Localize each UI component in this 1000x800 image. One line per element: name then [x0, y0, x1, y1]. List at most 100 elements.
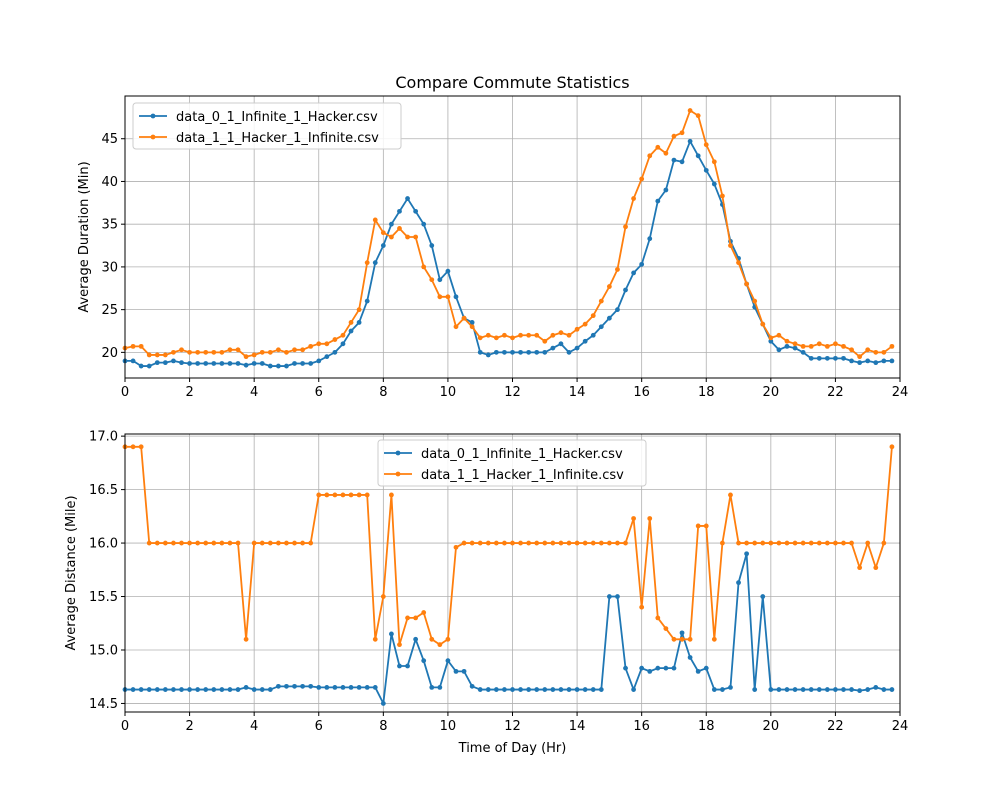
data-point [493, 335, 499, 341]
data-point [784, 687, 790, 692]
data-point [324, 354, 330, 360]
data-point [348, 685, 354, 690]
x-tick-label: 8 [379, 385, 387, 400]
data-point [146, 352, 152, 358]
y-tick-label: 16.0 [89, 537, 118, 552]
data-point [671, 133, 677, 139]
data-point [792, 540, 798, 546]
data-point [243, 685, 249, 690]
x-tick-label: 12 [504, 385, 521, 400]
data-point [243, 636, 249, 642]
data-point [703, 523, 709, 529]
data-point [647, 516, 653, 521]
data-point [623, 665, 628, 671]
x-tick-label: 14 [569, 385, 586, 400]
x-tick-label: 20 [763, 385, 780, 400]
x-axis-label: Time of Day (Hr) [458, 741, 567, 756]
data-point [372, 260, 378, 266]
x-tick-label: 6 [315, 385, 323, 400]
data-point [598, 540, 604, 546]
x-tick-label: 16 [633, 719, 650, 734]
data-point [606, 540, 612, 546]
y-tick-label: 14.5 [89, 697, 118, 712]
data-point [776, 540, 782, 546]
data-point [728, 685, 733, 690]
x-tick-label: 24 [892, 719, 909, 734]
data-point [526, 687, 532, 692]
data-point [292, 361, 297, 366]
data-point [752, 298, 758, 304]
data-point [518, 540, 523, 546]
data-point [316, 341, 322, 347]
data-point [881, 540, 887, 546]
x-tick-label: 22 [827, 385, 844, 400]
data-point [340, 332, 346, 338]
y-tick-label: 25 [101, 303, 118, 318]
data-point [235, 687, 241, 692]
data-point [211, 349, 217, 355]
x-tick-label: 8 [379, 719, 387, 734]
data-point [566, 349, 572, 355]
data-point [300, 540, 305, 546]
legend-swatch-marker [395, 450, 401, 456]
x-tick-label: 10 [440, 719, 457, 734]
data-point [195, 361, 201, 366]
data-point [421, 221, 427, 227]
data-point [784, 343, 790, 349]
data-point [267, 363, 273, 369]
data-point [219, 361, 225, 366]
data-point [582, 687, 588, 692]
y-tick-label: 40 [101, 175, 118, 190]
data-point [615, 540, 620, 546]
data-point [429, 243, 435, 248]
data-point [324, 341, 330, 347]
data-point [542, 540, 548, 546]
data-point [453, 294, 459, 300]
legend-swatch-marker [395, 471, 401, 477]
data-point [259, 540, 265, 546]
data-point [195, 349, 201, 355]
data-point [518, 332, 523, 338]
legend-box [377, 439, 647, 487]
data-point [251, 540, 257, 546]
data-point [606, 594, 612, 599]
data-point [493, 349, 499, 355]
series-0 [122, 551, 895, 706]
series-1 [122, 444, 895, 648]
data-point [162, 360, 168, 366]
data-point [768, 540, 774, 546]
data-point [227, 687, 233, 692]
data-point [453, 668, 459, 674]
data-point [502, 349, 507, 355]
data-point [582, 338, 588, 344]
data-point [389, 492, 394, 498]
data-point [784, 338, 790, 344]
data-point [639, 604, 645, 610]
data-point [292, 347, 297, 353]
data-point [768, 335, 774, 341]
data-point [526, 349, 532, 355]
data-point [655, 665, 661, 671]
data-point [380, 243, 386, 248]
data-point [606, 315, 612, 321]
data-point [461, 540, 467, 546]
data-point [679, 636, 685, 642]
data-point [663, 187, 669, 193]
data-point [598, 324, 604, 330]
data-point [308, 343, 314, 349]
data-point [744, 551, 750, 557]
x-tick-label: 22 [827, 719, 844, 734]
y-tick-label: 16.5 [89, 483, 118, 498]
data-point [550, 345, 556, 351]
data-point [405, 615, 410, 621]
data-point [429, 685, 435, 690]
data-point [243, 354, 249, 360]
data-point [542, 687, 548, 692]
data-point [703, 142, 709, 148]
data-point [332, 349, 338, 355]
x-tick-label: 2 [185, 385, 193, 400]
data-point [550, 540, 556, 546]
data-point [655, 615, 661, 621]
data-point [502, 332, 507, 338]
